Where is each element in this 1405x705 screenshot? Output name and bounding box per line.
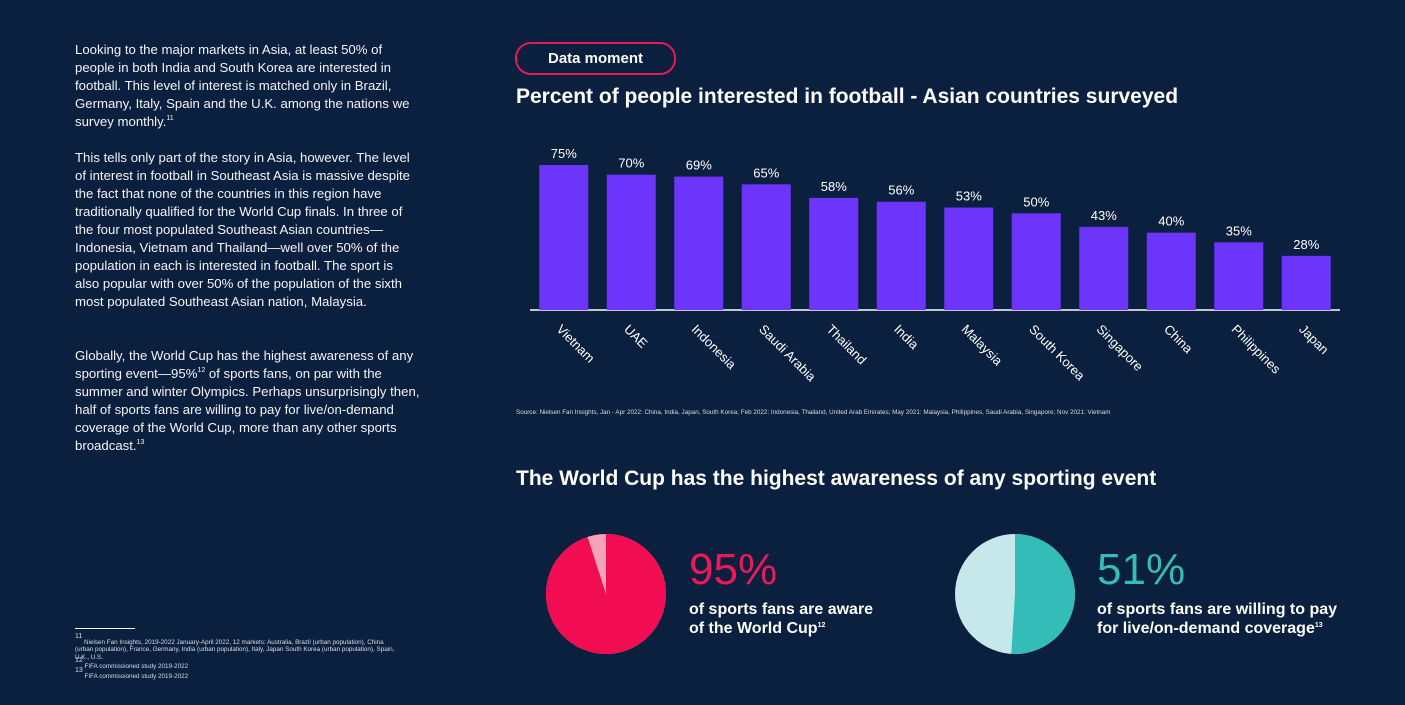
- source: Source: Nielsen Fan Insights, Jan - Apr …: [516, 409, 1111, 416]
- bar: [809, 197, 859, 310]
- superscript: 11: [75, 633, 83, 640]
- data-label: 70%: [618, 156, 644, 171]
- x-tick-label: Vietnam: [554, 322, 598, 366]
- bar: [1214, 242, 1264, 310]
- superscript: 11: [166, 115, 174, 122]
- x-tick-label: Indonesia: [689, 322, 740, 373]
- text: of sports fans are willing to pay for li…: [1097, 601, 1338, 637]
- paragraph: This tells only part of the story in Asi…: [75, 149, 420, 311]
- data-label: 65%: [753, 165, 779, 180]
- bar: [1079, 226, 1129, 310]
- pie-caption: of sports fans are willing to pay for li…: [1097, 600, 1347, 638]
- data-label: 75%: [551, 146, 577, 161]
- bar: [741, 184, 791, 310]
- bar: [1281, 255, 1331, 310]
- superscript: 13: [75, 666, 83, 674]
- superscript: 12: [197, 367, 206, 374]
- text: Globally, the World Cup has the highest …: [75, 348, 414, 381]
- superscript: 13: [1314, 622, 1323, 629]
- text: FIFA commissioned study 2019-2022: [82, 663, 189, 671]
- bar: [606, 174, 656, 310]
- paragraph: Looking to the major markets in Asia, at…: [75, 41, 420, 131]
- bar: [539, 165, 589, 310]
- data-label: 53%: [956, 189, 982, 204]
- data-label: 35%: [1226, 223, 1252, 238]
- x-tick-label: Saudi Arabia: [756, 322, 819, 385]
- bar: [1146, 232, 1196, 310]
- pie-slice: [545, 534, 666, 654]
- data-label: 28%: [1293, 237, 1319, 252]
- data-label: 40%: [1158, 214, 1184, 229]
- section-title: The World Cup has the highest awareness …: [516, 467, 1157, 490]
- data-label: 56%: [888, 183, 914, 198]
- footnote: 13 FIFA commissioned study 2019-2022: [75, 667, 395, 680]
- x-tick-label: Japan: [1296, 322, 1332, 358]
- data-label: 50%: [1023, 194, 1049, 209]
- big-number: 95%: [689, 545, 778, 594]
- bar: [674, 176, 724, 310]
- x-tick-label: India: [891, 322, 922, 353]
- x-tick-label: UAE: [621, 322, 651, 352]
- paragraph: Globally, the World Cup has the highest …: [75, 347, 420, 455]
- text: This tells only part of the story in Asi…: [75, 150, 410, 309]
- x-tick-label: Malaysia: [959, 322, 1006, 369]
- text: Nielsen Fan Insights, 2019-2022 January-…: [75, 639, 395, 661]
- big-number: 51%: [1097, 545, 1186, 594]
- footnote: 11 Nielsen Fan Insights, 2019-2022 Janua…: [75, 633, 395, 661]
- data-label: 43%: [1091, 208, 1117, 223]
- pie-caption: of sports fans are aware of the World Cu…: [689, 600, 889, 638]
- bar: [944, 207, 994, 310]
- x-tick-label: Singapore: [1094, 322, 1147, 375]
- x-tick-label: Philippines: [1229, 322, 1284, 377]
- text: of sports fans are aware of the World Cu…: [689, 601, 874, 637]
- x-tick-label: Thailand: [824, 322, 870, 368]
- data-label: 69%: [686, 158, 712, 173]
- chart-title: Percent of people interested in football…: [516, 85, 1179, 108]
- badge: Data moment: [515, 42, 676, 75]
- x-tick-label: South Korea: [1026, 322, 1088, 384]
- text: of sports fans, on par with the summer a…: [75, 366, 420, 453]
- bar: [876, 201, 926, 310]
- superscript: 13: [136, 439, 145, 446]
- footnote: 12 FIFA commissioned study 2019-2022: [75, 657, 395, 671]
- superscript: 12: [75, 657, 83, 665]
- footnotes: 11 Nielsen Fan Insights, 2019-2022 Janua…: [75, 633, 395, 680]
- footnote-rule: [75, 628, 135, 629]
- text: FIFA commissioned study 2019-2022: [82, 672, 189, 680]
- pie-slice: [1011, 534, 1075, 654]
- x-tick-label: China: [1161, 322, 1196, 357]
- superscript: 12: [817, 622, 826, 629]
- data-label: 58%: [821, 179, 847, 194]
- bar: [1011, 213, 1061, 310]
- text: Looking to the major markets in Asia, at…: [75, 42, 410, 129]
